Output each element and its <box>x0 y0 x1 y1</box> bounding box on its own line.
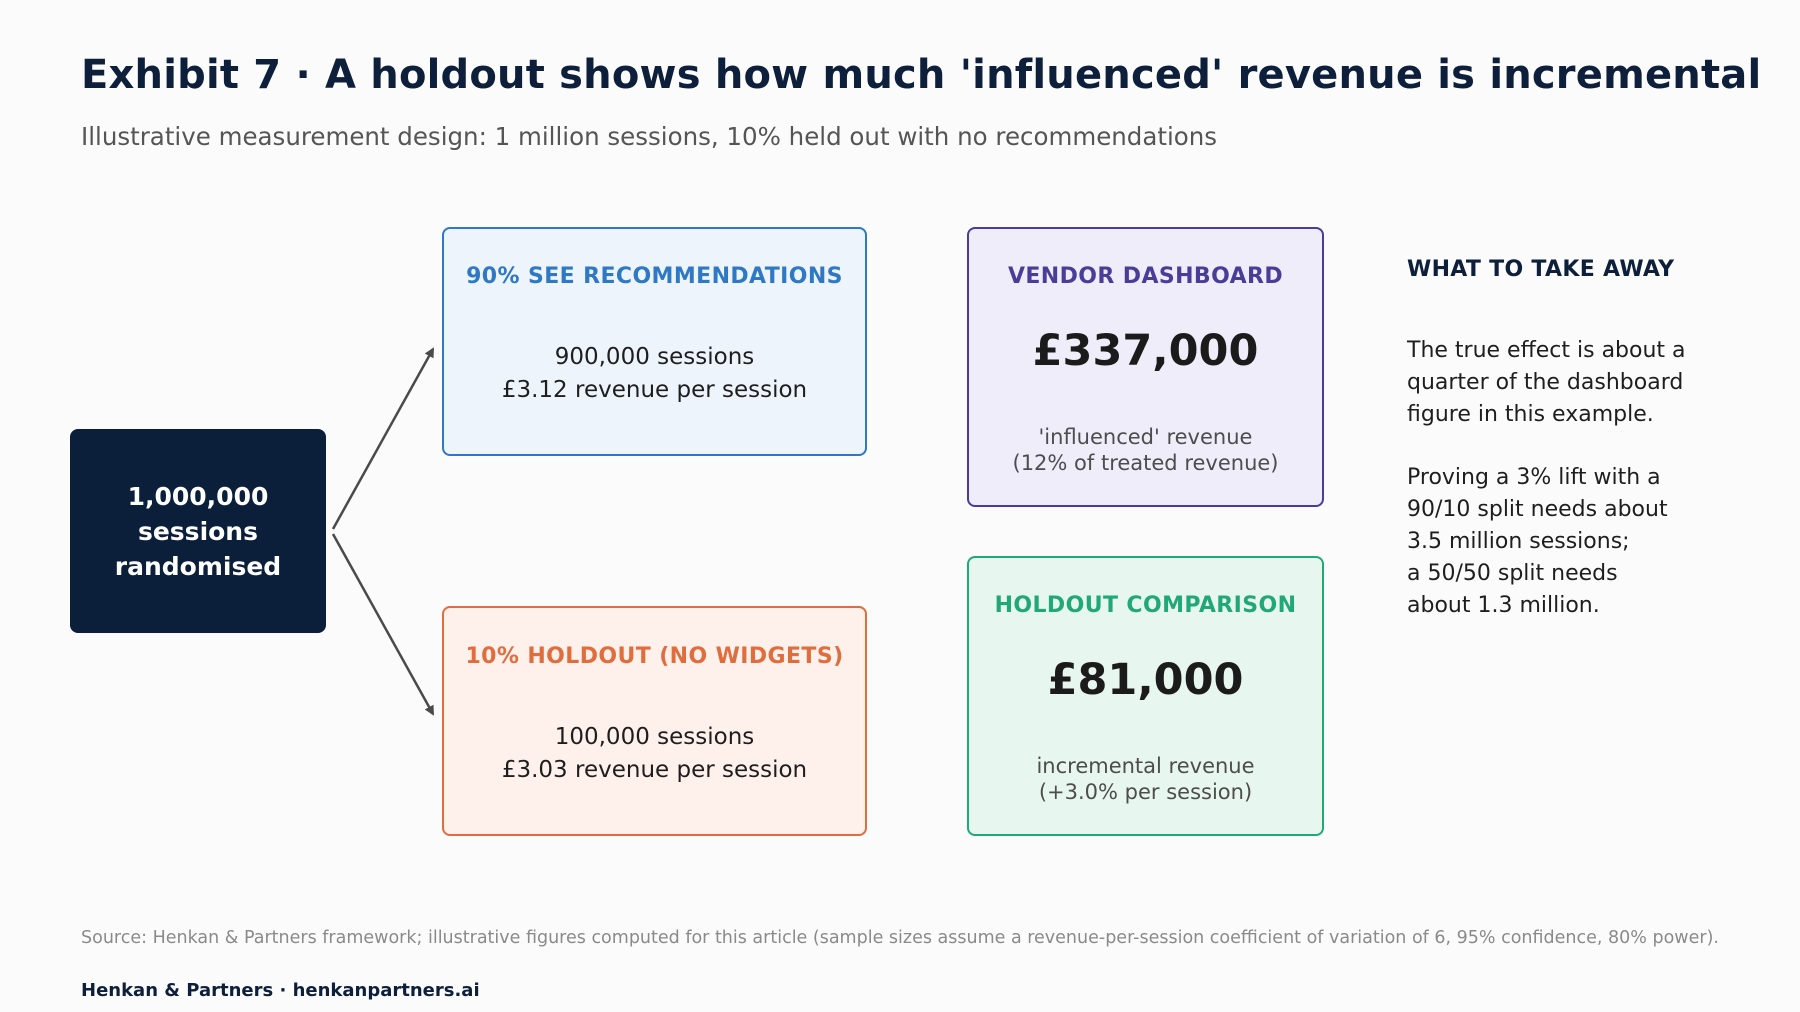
exhibit-title: Exhibit 7 · A holdout shows how much 'in… <box>81 52 1762 98</box>
holdout-revenue: £3.03 revenue per session <box>501 757 808 783</box>
holdout-heading: 10% HOLDOUT (NO WIDGETS) <box>465 644 844 669</box>
takeaway-heading: WHAT TO TAKE AWAY <box>1407 257 1675 282</box>
holdout-group-box: 10% HOLDOUT (NO WIDGETS) 100,000 session… <box>442 606 867 836</box>
holdcomp-value: £81,000 <box>1047 655 1244 705</box>
source-label: 1,000,000 sessions randomised <box>115 479 281 584</box>
takeaway-line: The true effect is about a <box>1407 338 1686 363</box>
holdout-sessions: 100,000 sessions <box>554 724 755 750</box>
takeaway-line: figure in this example. <box>1407 402 1654 427</box>
vendor-value: £337,000 <box>1032 326 1259 376</box>
takeaway-line: a 50/50 split needs <box>1407 561 1618 586</box>
vendor-note-line1: 'influenced' revenue <box>1038 425 1253 449</box>
source-line-randomised: randomised <box>114 551 282 581</box>
holdcomp-note-line1: incremental revenue <box>1036 754 1255 778</box>
takeaway-line: 3.5 million sessions; <box>1407 529 1630 554</box>
holdout-comparison-box: HOLDOUT COMPARISON £81,000 incremental r… <box>967 556 1324 836</box>
brand-footer: Henkan & Partners · henkanpartners.ai <box>81 980 480 1001</box>
holdcomp-note-line2: (+3.0% per session) <box>1038 780 1253 804</box>
takeaway-line: quarter of the dashboard <box>1407 370 1684 395</box>
vendor-dashboard-box: VENDOR DASHBOARD £337,000 'influenced' r… <box>967 227 1324 507</box>
vendor-note-line2: (12% of treated revenue) <box>1012 451 1279 475</box>
takeaway-paragraph-1: The true effect is about a quarter of th… <box>1407 335 1686 431</box>
source-line-count: 1,000,000 <box>127 481 269 511</box>
treatment-revenue: £3.12 revenue per session <box>501 377 808 403</box>
treatment-sessions: 900,000 sessions <box>554 344 755 370</box>
holdcomp-heading: HOLDOUT COMPARISON <box>994 593 1297 618</box>
takeaway-line: Proving a 3% lift with a <box>1407 465 1661 490</box>
randomised-sessions-box: 1,000,000 sessions randomised <box>70 429 326 633</box>
takeaway-paragraph-2: Proving a 3% lift with a 90/10 split nee… <box>1407 462 1668 622</box>
exhibit-subtitle: Illustrative measurement design: 1 milli… <box>81 122 1218 151</box>
treatment-group-box: 90% SEE RECOMMENDATIONS 900,000 sessions… <box>442 227 867 456</box>
takeaway-line: 90/10 split needs about <box>1407 497 1668 522</box>
source-line-sessions: sessions <box>137 516 258 546</box>
arrow-to-holdout <box>331 533 435 716</box>
treatment-heading: 90% SEE RECOMMENDATIONS <box>466 264 843 289</box>
vendor-heading: VENDOR DASHBOARD <box>1007 264 1284 289</box>
arrow-to-treatment <box>331 347 435 530</box>
source-footnote: Source: Henkan & Partners framework; ill… <box>81 928 1719 948</box>
takeaway-line: about 1.3 million. <box>1407 593 1600 618</box>
